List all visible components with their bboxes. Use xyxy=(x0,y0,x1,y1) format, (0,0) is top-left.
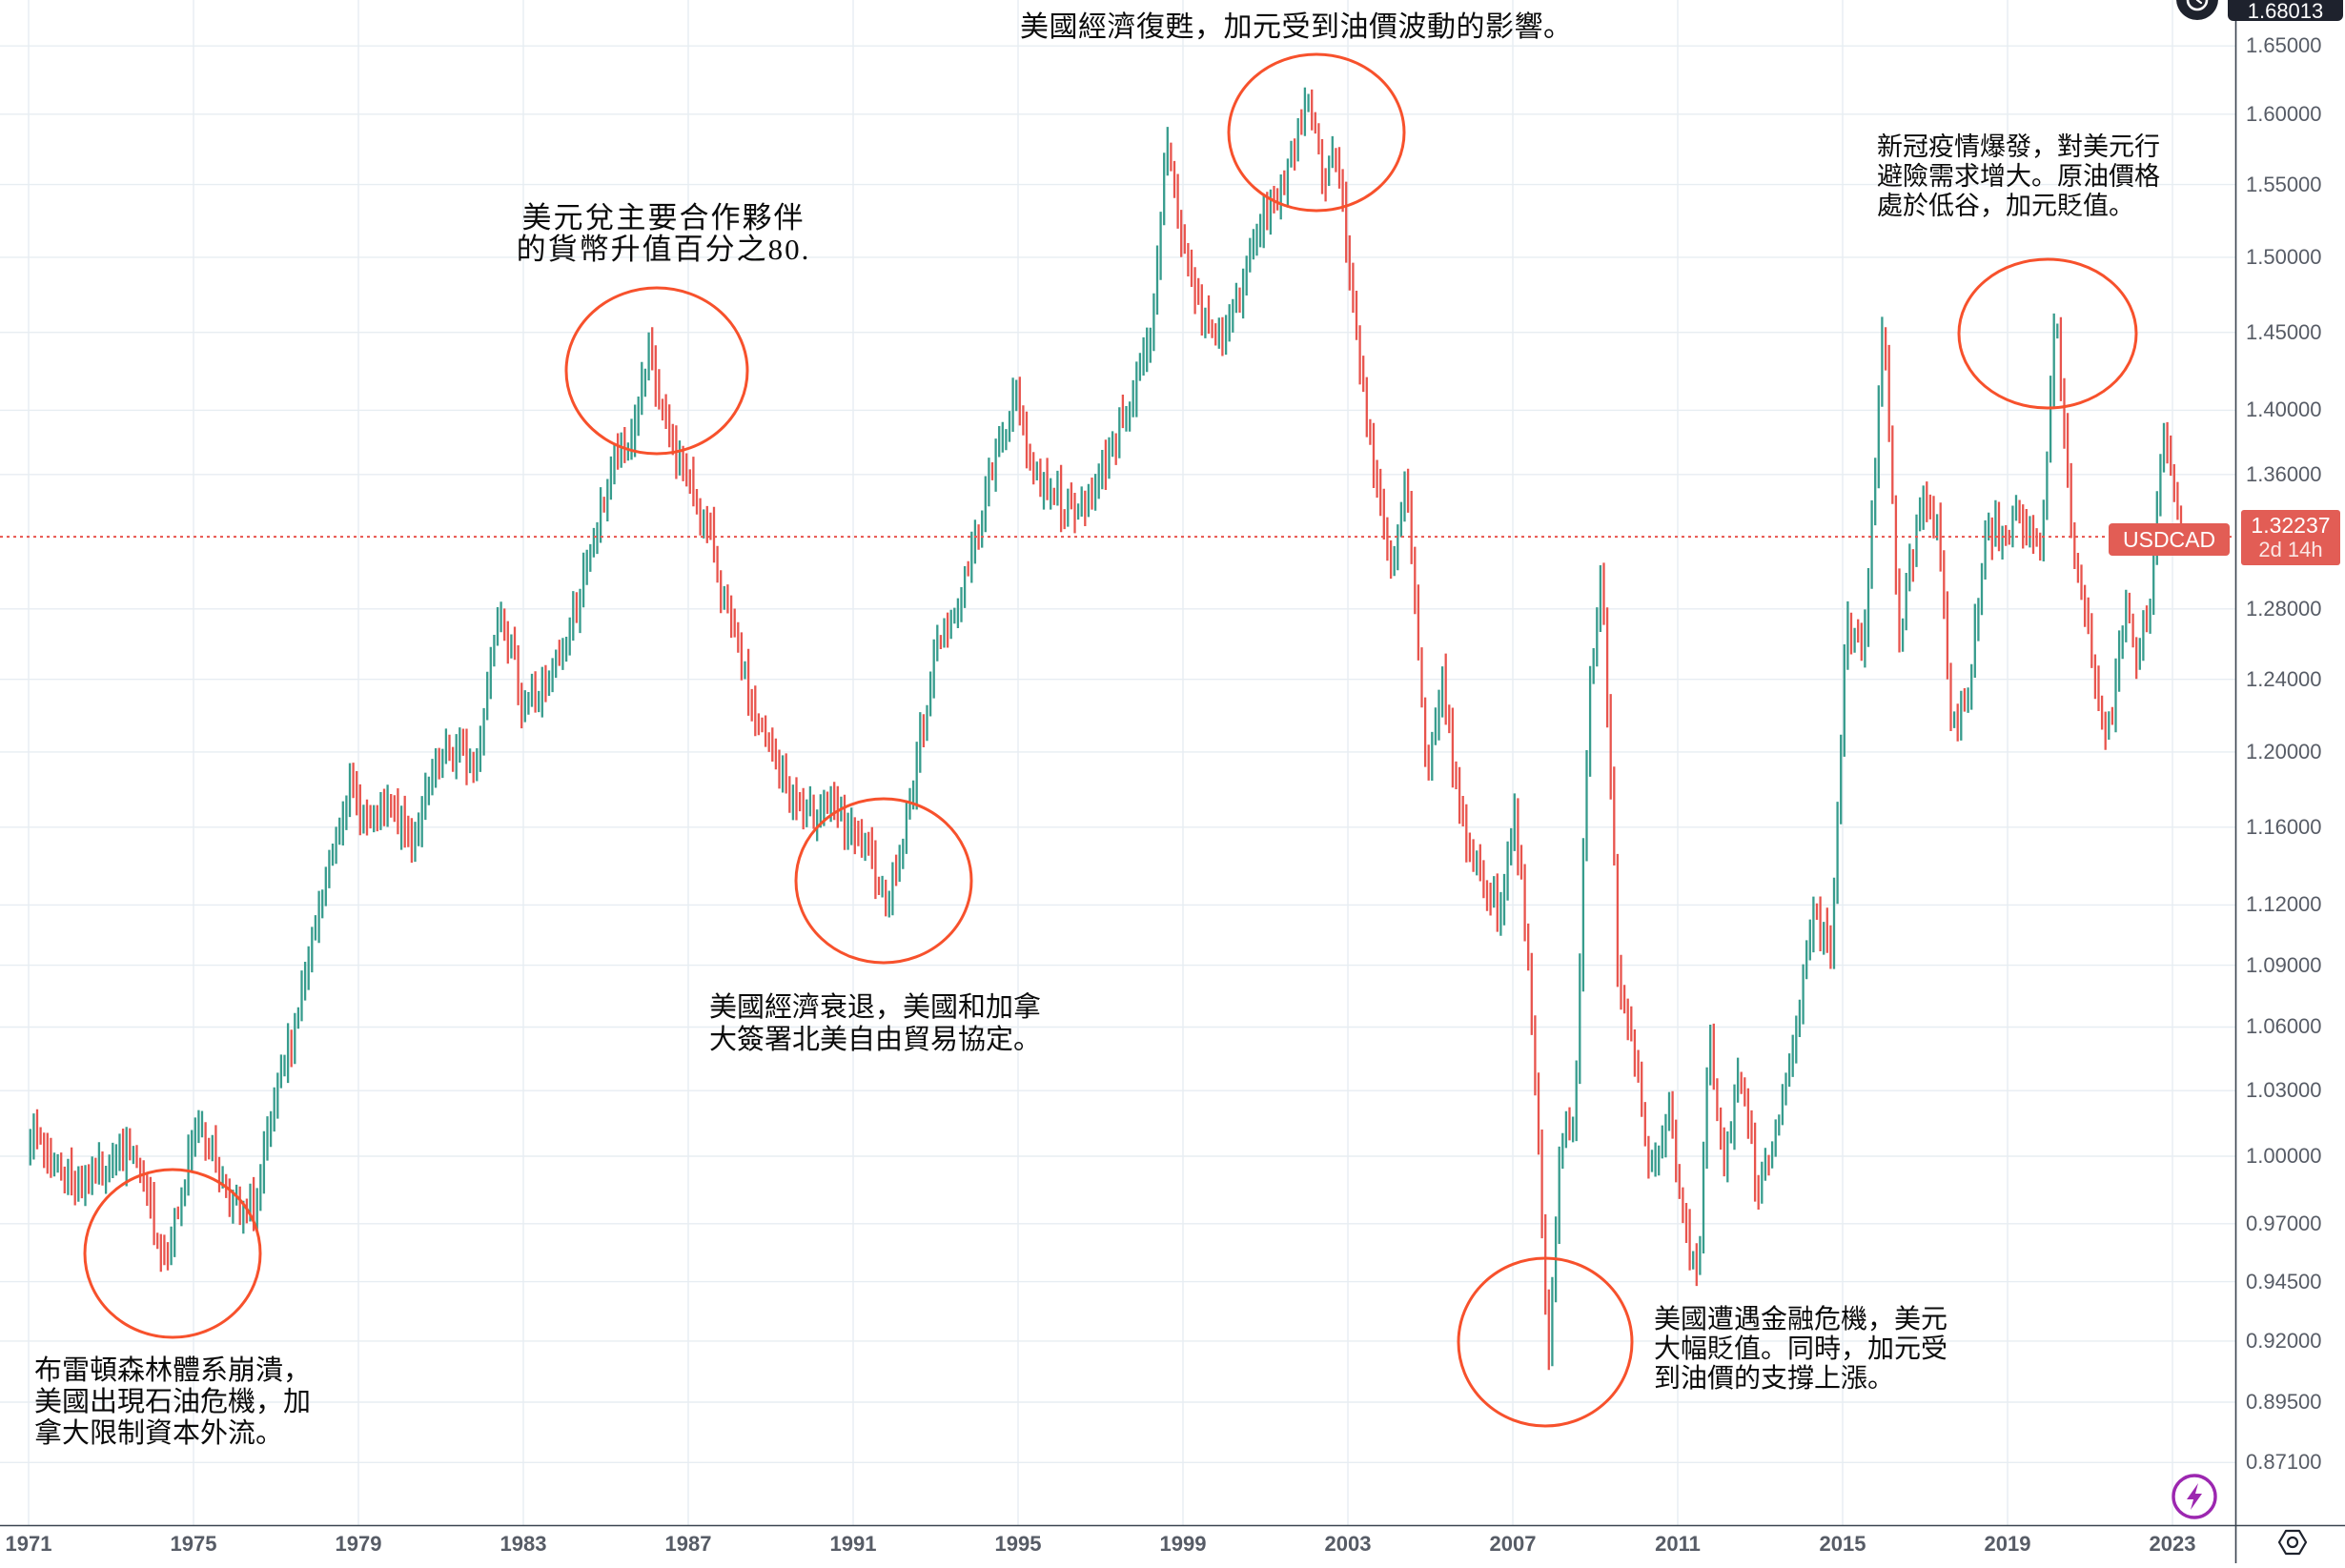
highlight-circle xyxy=(83,1168,262,1339)
annotation-line: 美國經濟衰退，美國和加拿 xyxy=(709,992,1042,1023)
annotation-line: 拿大限制資本外流。 xyxy=(34,1418,284,1449)
price-scale-label[interactable]: 0.87100 xyxy=(2246,1450,2322,1475)
time-scale-label[interactable]: 2019 xyxy=(1984,1532,2031,1556)
time-scale-label[interactable]: 2003 xyxy=(1324,1532,1372,1556)
price-scale-label[interactable]: 0.94500 xyxy=(2246,1269,2322,1293)
annotation-line: 布雷頓森林體系崩潰， xyxy=(34,1355,312,1386)
price-scale-label[interactable]: 1.16000 xyxy=(2246,814,2322,839)
time-scale-label[interactable]: 1987 xyxy=(664,1532,712,1556)
time-scale-label[interactable]: 1979 xyxy=(335,1532,382,1556)
highlight-circle xyxy=(1227,52,1406,213)
price-bars-down xyxy=(35,89,2183,1371)
annotation-bretton-woods: 布雷頓森林體系崩潰， 美國出現石油危機，加 拿大限制資本外流。 xyxy=(34,1355,311,1450)
price-scale-label[interactable]: 0.97000 xyxy=(2246,1211,2322,1235)
lightning-icon[interactable] xyxy=(2171,1473,2218,1520)
time-scale-label[interactable]: 2007 xyxy=(1489,1532,1537,1556)
annotation-line: 美國遭遇金融危機，美元 xyxy=(1654,1305,1948,1334)
annotation-nafta: 美國經濟衰退，美國和加拿 大簽署北美自由貿易協定。 xyxy=(709,991,1041,1056)
annotation-financial-crisis: 美國遭遇金融危機，美元 大幅貶值。同時，加元受 到油價的支撐上漲。 xyxy=(1654,1305,1947,1394)
price-scale-label[interactable]: 1.50000 xyxy=(2246,244,2322,269)
annotation-line: 新冠疫情爆發，對美元行 xyxy=(1877,132,2160,161)
time-scale-label[interactable]: 1975 xyxy=(170,1532,217,1556)
annotation-line: 避險需求增大。原油價格 xyxy=(1877,162,2160,191)
highlight-circle xyxy=(1457,1256,1634,1428)
time-scale-label[interactable]: 1971 xyxy=(5,1532,52,1556)
annotation-recovery-oil: 美國經濟復甦，加元受到油價波動的影響。 xyxy=(1020,11,1573,44)
annotation-covid: 新冠疫情爆發，對美元行 避險需求增大。原油價格 處於低谷，加元貶值。 xyxy=(1877,132,2160,221)
alert-clock-icon[interactable] xyxy=(2176,0,2218,20)
annotation-line: 美國出現石油危機，加 xyxy=(34,1387,312,1417)
annotation-line: 美元兌主要合作夥伴 xyxy=(521,201,805,234)
last-price-badge: 1.32237 2d 14h xyxy=(2241,510,2340,565)
symbol-price-line-label: USDCAD xyxy=(2109,523,2231,556)
time-scale-label[interactable]: 2015 xyxy=(1819,1532,1866,1556)
grid-lines xyxy=(0,0,2235,1525)
price-scale-label[interactable]: 1.24000 xyxy=(2246,666,2322,691)
price-scale-label[interactable]: 1.45000 xyxy=(2246,319,2322,344)
annotation-line: 美國經濟復甦，加元受到油價波動的影響。 xyxy=(1020,11,1573,43)
annotation-line: 的貨幣升值百分之80. xyxy=(516,233,811,266)
highlight-circle xyxy=(1957,257,2138,410)
price-bars-up xyxy=(29,87,2166,1367)
alert-price-badge[interactable]: 1.68013 xyxy=(2228,0,2343,23)
time-scale-label[interactable]: 1991 xyxy=(829,1532,877,1556)
price-scale-label[interactable]: 1.03000 xyxy=(2246,1078,2322,1103)
price-scale-label[interactable]: 1.55000 xyxy=(2246,172,2322,196)
time-scale-label[interactable]: 2011 xyxy=(1655,1532,1701,1556)
time-scale-label[interactable]: 1983 xyxy=(500,1532,547,1556)
bar-countdown: 2d 14h xyxy=(2258,538,2323,561)
highlight-circle xyxy=(564,286,749,456)
time-scale-label[interactable]: 1995 xyxy=(994,1532,1042,1556)
price-scale-label[interactable]: 1.36000 xyxy=(2246,461,2322,486)
annotation-line: 處於低谷，加元貶值。 xyxy=(1877,192,2134,220)
annotation-line: 大簽署北美自由貿易協定。 xyxy=(709,1025,1042,1055)
price-scale-label[interactable]: 1.00000 xyxy=(2246,1144,2322,1168)
price-scale-label[interactable]: 1.20000 xyxy=(2246,739,2322,764)
annotation-usd-appreciation: 美元兌主要合作夥伴 的貨幣升值百分之80. xyxy=(503,202,824,265)
last-price-value: 1.32237 xyxy=(2251,513,2331,538)
price-scale-label[interactable]: 1.60000 xyxy=(2246,101,2322,126)
price-scale-label[interactable]: 1.09000 xyxy=(2246,952,2322,977)
price-scale-settings-icon[interactable] xyxy=(2274,1525,2311,1559)
price-scale-label[interactable]: 1.12000 xyxy=(2246,892,2322,917)
highlight-circle xyxy=(794,797,973,965)
price-scale-label[interactable]: 1.28000 xyxy=(2246,596,2322,621)
price-scale-label[interactable]: 0.89500 xyxy=(2246,1390,2322,1415)
price-scale-label[interactable]: 0.92000 xyxy=(2246,1328,2322,1353)
time-scale-label[interactable]: 2023 xyxy=(2149,1532,2196,1556)
price-scale-label[interactable]: 1.65000 xyxy=(2246,33,2322,58)
price-scale-label[interactable]: 1.06000 xyxy=(2246,1014,2322,1039)
price-scale-label[interactable]: 1.40000 xyxy=(2246,397,2322,422)
time-scale-label[interactable]: 1999 xyxy=(1159,1532,1207,1556)
annotation-line: 到油價的支撐上漲。 xyxy=(1654,1364,1895,1394)
annotation-line: 大幅貶值。同時，加元受 xyxy=(1654,1334,1948,1364)
